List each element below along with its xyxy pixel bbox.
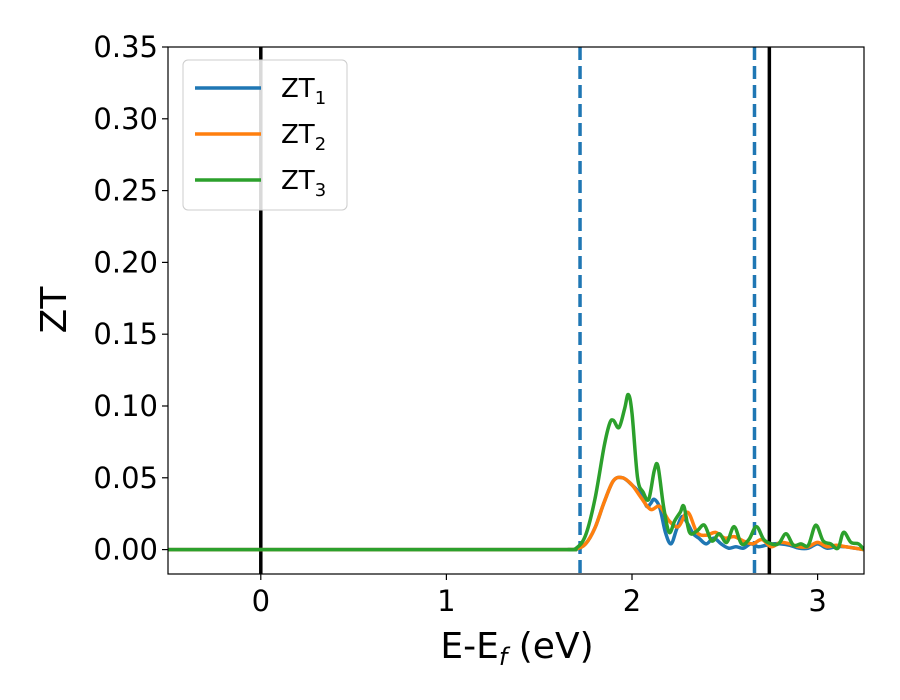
x-axis-label: E-Ef (eV)	[440, 626, 593, 671]
x-tick-label: 0	[252, 584, 270, 618]
y-tick-label: 0.15	[93, 317, 158, 351]
y-tick-label: 0.25	[93, 174, 158, 208]
series-line-zt3	[168, 392, 864, 552]
x-axis-label-unit: (eV)	[507, 626, 593, 667]
y-tick-label: 0.10	[93, 389, 158, 423]
axes: 0 1 2 3 0.00 0.05 0.10 0.15 0.20 0.25 0.30 0.35	[93, 30, 865, 618]
legend: ZT1 ZT2 ZT3	[182, 59, 348, 211]
x-tick-label: 2	[623, 584, 641, 618]
legend-label-zt1: ZT1	[281, 74, 326, 109]
x-tick-label: 3	[808, 584, 826, 618]
plot-frame	[167, 46, 865, 575]
legend-box	[182, 59, 348, 211]
x-tick-label: 1	[437, 584, 455, 618]
x-axis-label-main: E-E	[440, 626, 498, 667]
y-tick-label: 0.00	[93, 533, 158, 567]
y-tick-label: 0.30	[93, 102, 158, 136]
legend-label-zt3: ZT3	[281, 166, 326, 201]
y-tick-label: 0.05	[93, 461, 158, 495]
y-axis-label: ZT	[34, 286, 75, 334]
y-tick-label: 0.35	[93, 30, 158, 64]
plot-area	[168, 47, 864, 574]
y-tick-label: 0.20	[93, 245, 158, 279]
series-line-zt2	[168, 475, 864, 552]
legend-label-zt2: ZT2	[281, 120, 326, 155]
